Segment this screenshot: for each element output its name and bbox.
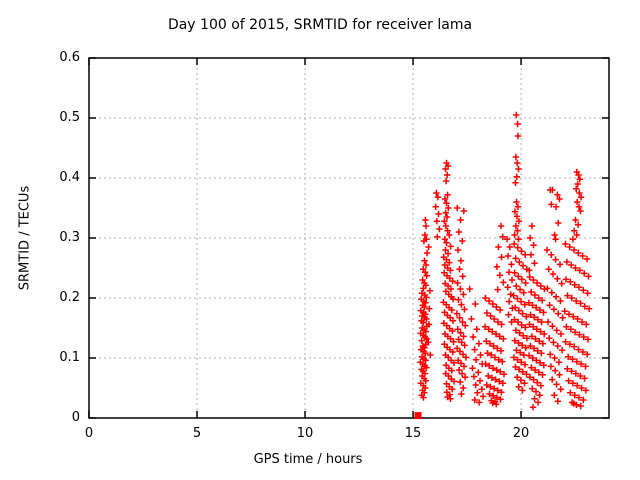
y-tick-label: 0.4 bbox=[59, 170, 80, 185]
x-tick-label: 20 bbox=[512, 426, 530, 441]
x-tick-label: 10 bbox=[296, 426, 314, 441]
x-tick-label: 0 bbox=[84, 426, 94, 441]
y-tick-label: 0.2 bbox=[59, 290, 80, 305]
y-tick-label: 0.5 bbox=[59, 110, 80, 125]
chart-title: Day 100 of 2015, SRMTID for receiver lam… bbox=[167, 17, 473, 33]
axis-ticks bbox=[88, 57, 609, 419]
y-tick-label: 0.1 bbox=[59, 350, 80, 365]
zero-cluster-marker bbox=[414, 412, 422, 420]
y-tick-label: 0.3 bbox=[59, 230, 80, 245]
y-tick-label: 0.6 bbox=[59, 50, 80, 65]
gridlines bbox=[89, 58, 609, 418]
scatter-series bbox=[417, 111, 593, 411]
x-axis-label: GPS time / hours bbox=[253, 452, 363, 467]
x-tick-label: 15 bbox=[404, 426, 422, 441]
y-tick-label: 0 bbox=[71, 410, 80, 425]
x-tick-label: 5 bbox=[192, 426, 202, 441]
